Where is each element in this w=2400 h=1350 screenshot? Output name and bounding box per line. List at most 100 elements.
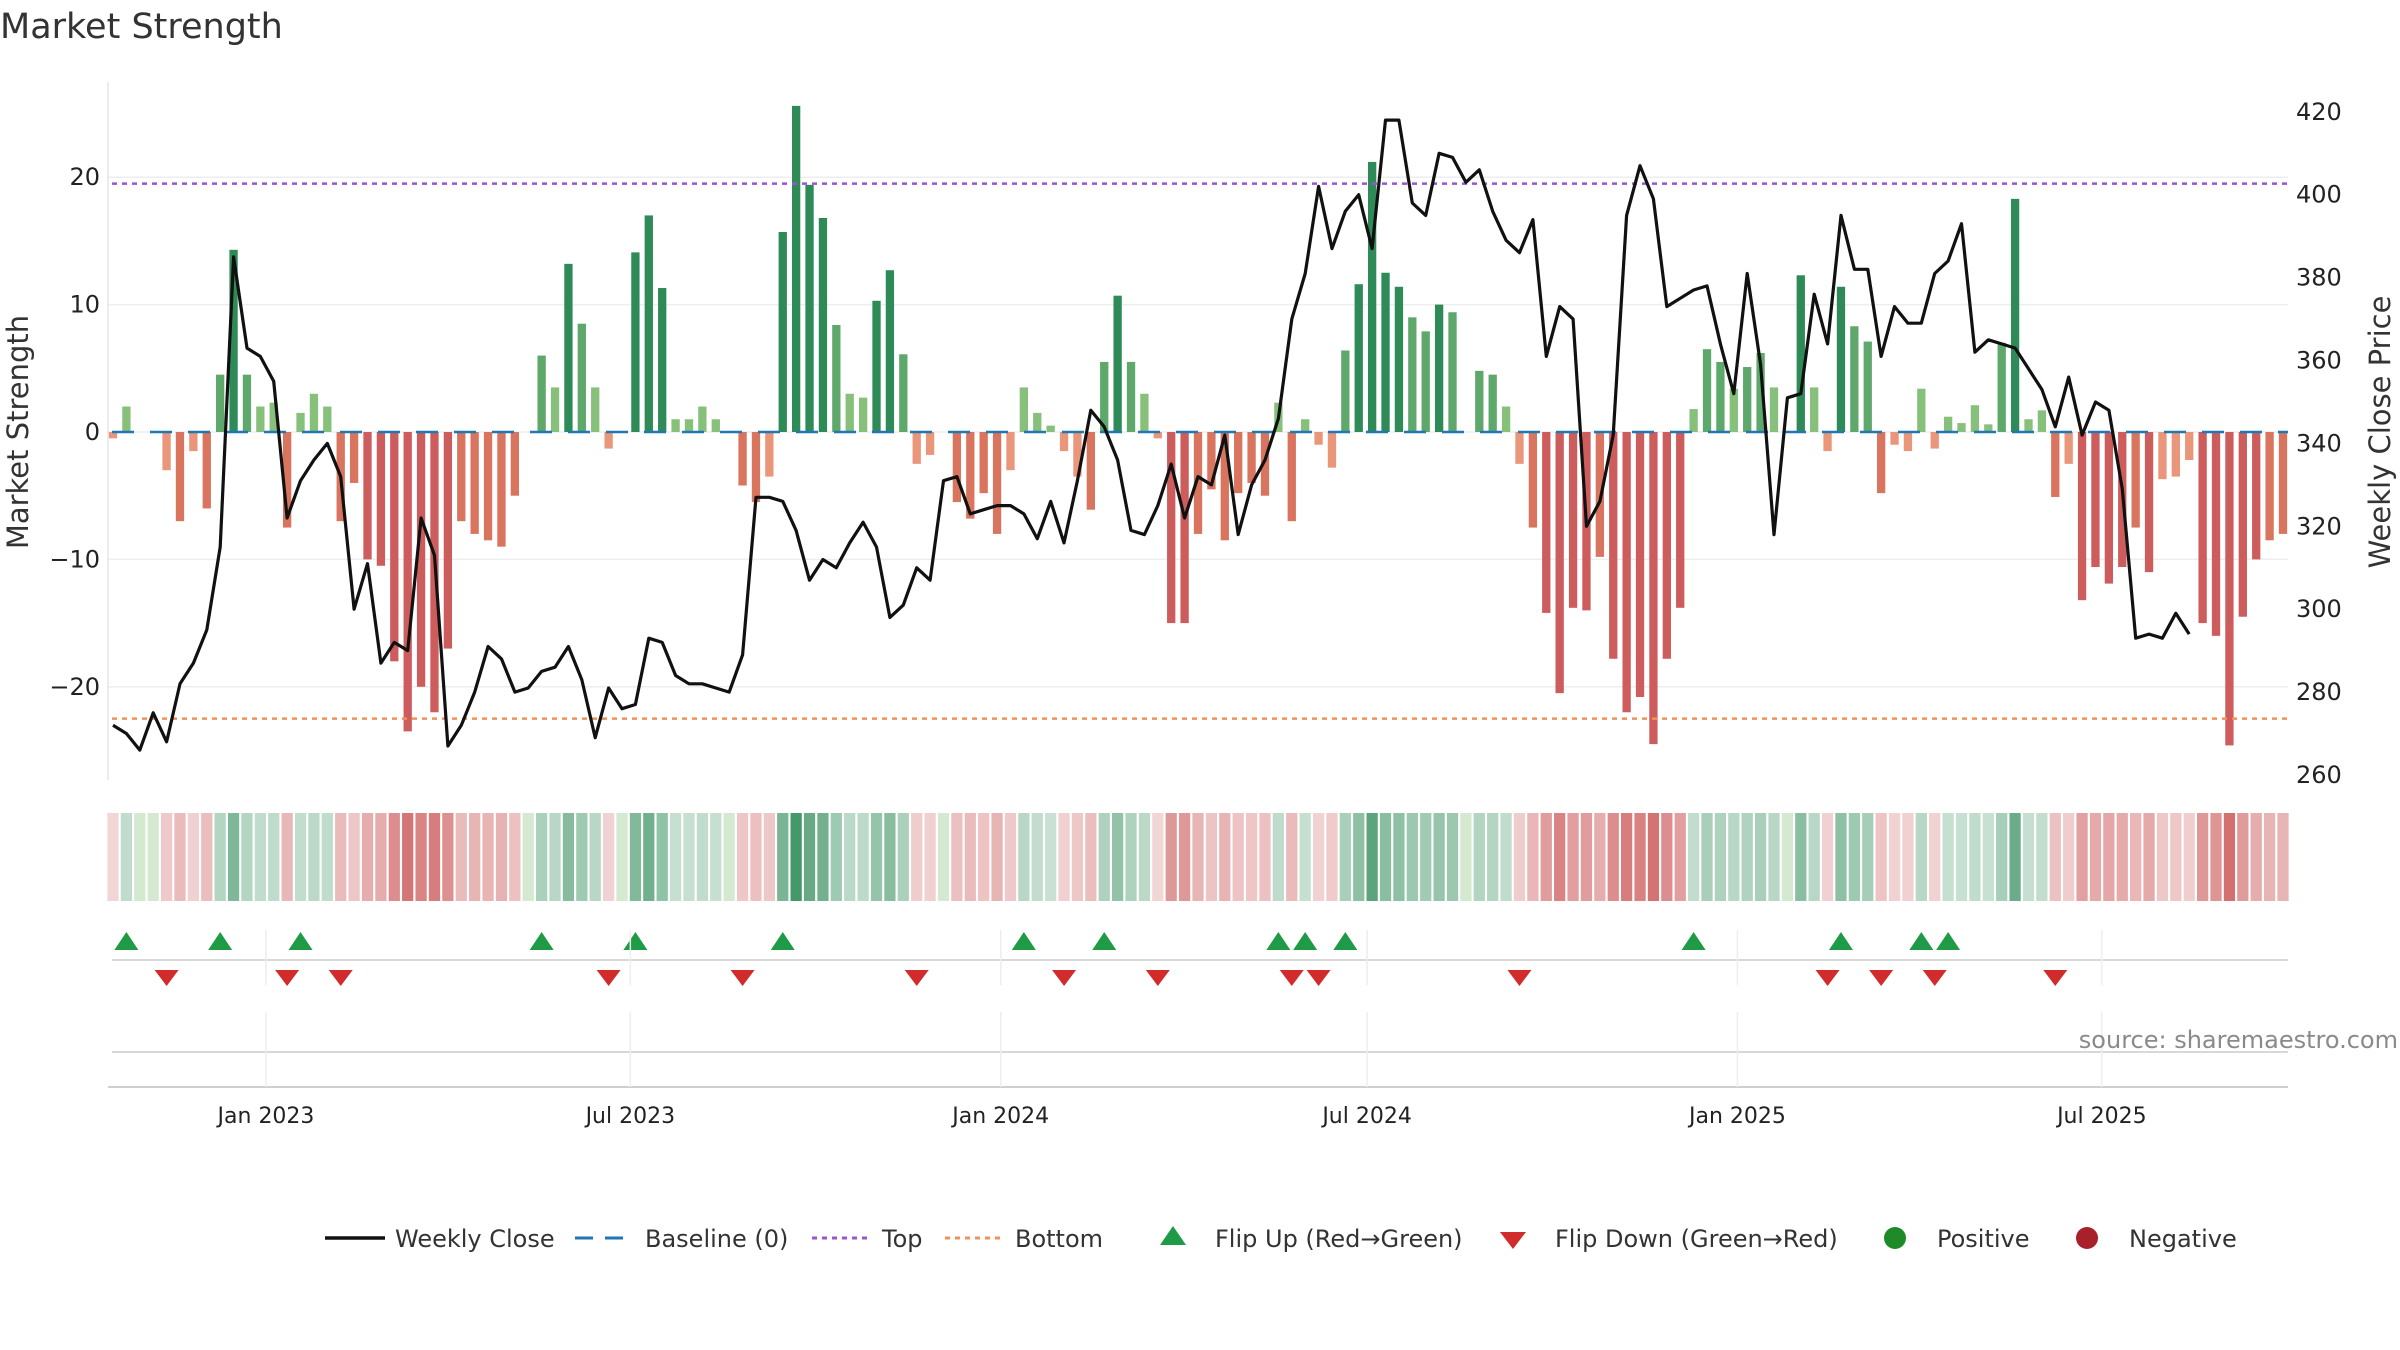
heat-cell: [1821, 813, 1834, 901]
strength-bar: [912, 432, 921, 464]
strength-bar: [1810, 387, 1819, 432]
heat-cell: [1513, 813, 1526, 901]
heat-cell: [495, 813, 508, 901]
flip-up-marker: [1909, 932, 1934, 950]
heat-cell: [2116, 813, 2128, 901]
heat-cell: [1621, 813, 1633, 901]
heat-cell: [1714, 813, 1727, 901]
strength-bar: [684, 419, 694, 432]
flip-down-marker: [1279, 970, 1304, 986]
strength-bar: [2010, 198, 2020, 432]
strength-bar: [497, 432, 506, 547]
heat-cell: [750, 813, 762, 901]
heat-cell: [1152, 813, 1164, 901]
heat-cell: [1500, 813, 1512, 901]
date-axis: Jan 2023 Jul 2023 Jan 2024 Jul 2024 Jan 2025…: [108, 930, 2288, 1129]
heat-cell: [951, 813, 963, 901]
strength-bar: [242, 374, 252, 432]
heat-cell: [2210, 813, 2222, 901]
heat-cell: [562, 813, 575, 901]
heat-cell: [1406, 813, 1418, 901]
heat-cell: [616, 813, 628, 901]
heat-cell: [509, 813, 521, 901]
heat-cell: [911, 813, 923, 901]
legend-triangle-down-icon: [1500, 1232, 1526, 1249]
heat-cell: [1018, 813, 1030, 901]
strength-bar: [1073, 432, 1082, 477]
heat-cell: [2183, 813, 2195, 901]
heat-cell: [1299, 813, 1311, 901]
strength-bar: [577, 323, 586, 432]
strength-bar: [483, 432, 493, 541]
strength-bar: [1756, 353, 1765, 432]
heat-cell: [1286, 813, 1298, 901]
strength-bar: [1086, 432, 1095, 510]
strength-bar: [791, 105, 801, 432]
heat-cell: [402, 813, 414, 901]
right-tick-label: 420: [2296, 98, 2342, 126]
heat-cell: [1339, 813, 1351, 901]
heat-cell: [1366, 813, 1378, 901]
strength-bar: [979, 432, 988, 494]
legend-dot-icon: [2076, 1227, 2098, 1249]
heat-cell: [1754, 813, 1767, 901]
heat-cell: [844, 813, 856, 901]
strength-bar: [1354, 284, 1363, 432]
heat-cell: [2156, 813, 2169, 901]
strength-bar: [2104, 432, 2114, 584]
heat-cell: [1902, 813, 1914, 901]
heat-cell: [1781, 813, 1794, 901]
heat-cell: [281, 813, 293, 901]
heat-cell: [455, 813, 467, 901]
strength-bar: [1609, 432, 1618, 659]
strength-bar: [1434, 304, 1444, 432]
strength-bar: [1113, 295, 1122, 432]
flip-down-marker: [2043, 970, 2068, 986]
heat-cell: [120, 813, 133, 901]
heat-cell: [1955, 813, 1968, 901]
heat-cell: [2089, 813, 2102, 901]
right-tick-label: 380: [2296, 264, 2342, 292]
strength-bar: [925, 432, 935, 455]
heat-cell: [134, 813, 146, 901]
heat-cell: [1353, 813, 1365, 901]
strength-bar: [390, 432, 399, 662]
strength-bar: [1314, 432, 1323, 445]
legend-label: Baseline (0): [645, 1225, 788, 1253]
strength-bar: [1876, 432, 1886, 494]
strength-bar: [899, 354, 908, 432]
heat-cell: [2237, 813, 2249, 901]
strength-bar: [1019, 387, 1029, 432]
flip-up-marker: [288, 932, 313, 950]
strength-bar: [1327, 432, 1337, 468]
flip-up-marker: [1828, 932, 1853, 950]
heat-cell: [2063, 813, 2075, 901]
strength-bar: [2037, 410, 2047, 432]
strength-bar: [1167, 432, 1176, 624]
heat-cell: [602, 813, 615, 901]
heat-cell: [2009, 813, 2021, 901]
strength-bar: [537, 355, 546, 432]
strength-bar: [2091, 432, 2100, 568]
strength-bar: [658, 288, 667, 432]
heat-cell: [1272, 813, 1284, 901]
strength-bar: [1153, 432, 1162, 439]
legend-label: Positive: [1937, 1225, 2030, 1253]
legend-label: Weekly Close: [395, 1225, 555, 1253]
heat-cell: [348, 813, 360, 901]
right-tick-label: 400: [2296, 181, 2342, 209]
heat-cell: [187, 813, 199, 901]
strength-bar: [229, 249, 238, 432]
left-tick-label: −10: [49, 545, 100, 573]
heat-cell: [1969, 813, 1981, 901]
heat-cell: [227, 813, 240, 901]
strength-bar: [1301, 419, 1310, 432]
strength-bar: [765, 432, 774, 477]
heat-cell: [763, 813, 775, 901]
heat-cell: [2277, 813, 2289, 901]
right-tick-label: 360: [2296, 347, 2342, 375]
strength-bar: [189, 432, 198, 452]
strength-bar: [202, 432, 211, 509]
heat-cell: [643, 813, 655, 901]
heat-cell: [1245, 813, 1258, 901]
